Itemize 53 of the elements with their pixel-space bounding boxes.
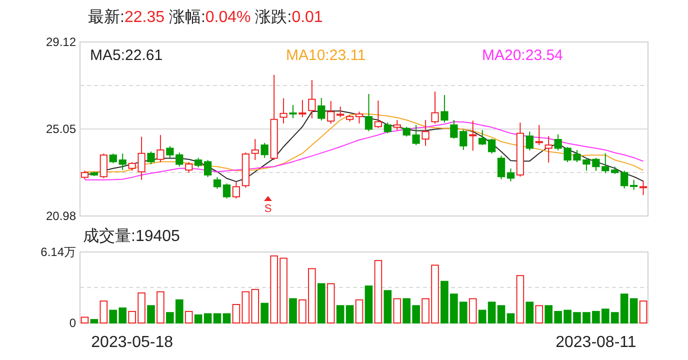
- text: MA10:23.11: [286, 47, 366, 64]
- text: MA5:22.61: [90, 47, 163, 64]
- bar: [232, 304, 240, 324]
- bar: [468, 298, 477, 324]
- candlestick: [506, 168, 515, 182]
- y-tick-label: 0: [69, 316, 76, 330]
- bar: [336, 305, 344, 324]
- chart-title: 成交量:19405: [83, 227, 180, 245]
- bar: [326, 283, 335, 324]
- bar: [100, 300, 108, 324]
- candlestick: [422, 120, 430, 146]
- annotation: S: [264, 203, 272, 215]
- chart-title: 最新:22.35 涨幅:0.04% 涨跌:0.01: [88, 8, 323, 26]
- bar: [156, 291, 164, 324]
- bar: [516, 275, 524, 324]
- bar: [213, 313, 222, 324]
- bar: [355, 299, 364, 324]
- bar: [506, 313, 515, 324]
- bar: [639, 300, 648, 324]
- text: MA20:23.54: [482, 47, 563, 64]
- candlestick: [308, 80, 316, 119]
- bar: [374, 260, 382, 324]
- bar: [478, 310, 486, 324]
- bar: [222, 313, 231, 324]
- bar: [535, 305, 544, 324]
- bar: [488, 302, 496, 324]
- x-tick-label: 2023-08-11: [556, 334, 636, 351]
- bar: [80, 316, 89, 324]
- bar: [204, 313, 212, 324]
- bar: [497, 305, 506, 324]
- candlestick: [469, 120, 477, 152]
- candlestick: [544, 136, 552, 164]
- y-tick-label: 25.05: [46, 122, 76, 136]
- bar: [384, 290, 392, 324]
- y-tick-label: 29.12: [46, 35, 76, 49]
- candlestick: [280, 98, 288, 124]
- bar: [90, 319, 98, 324]
- y-tick-label: 20.98: [46, 209, 76, 223]
- bar: [289, 298, 297, 324]
- bar: [393, 298, 402, 324]
- bar: [260, 302, 269, 324]
- bar: [526, 302, 534, 324]
- bar: [364, 285, 373, 324]
- y-tick-label: 6.14万: [40, 245, 76, 259]
- bar: [184, 310, 193, 324]
- bar: [317, 283, 326, 324]
- bar: [346, 305, 354, 324]
- x-tick-label: 2023-05-18: [91, 334, 174, 351]
- picture-signal-marker: S: [264, 196, 272, 215]
- bar: [194, 314, 202, 324]
- line-series: [84, 121, 644, 180]
- bar: [630, 298, 638, 324]
- bar: [147, 305, 155, 324]
